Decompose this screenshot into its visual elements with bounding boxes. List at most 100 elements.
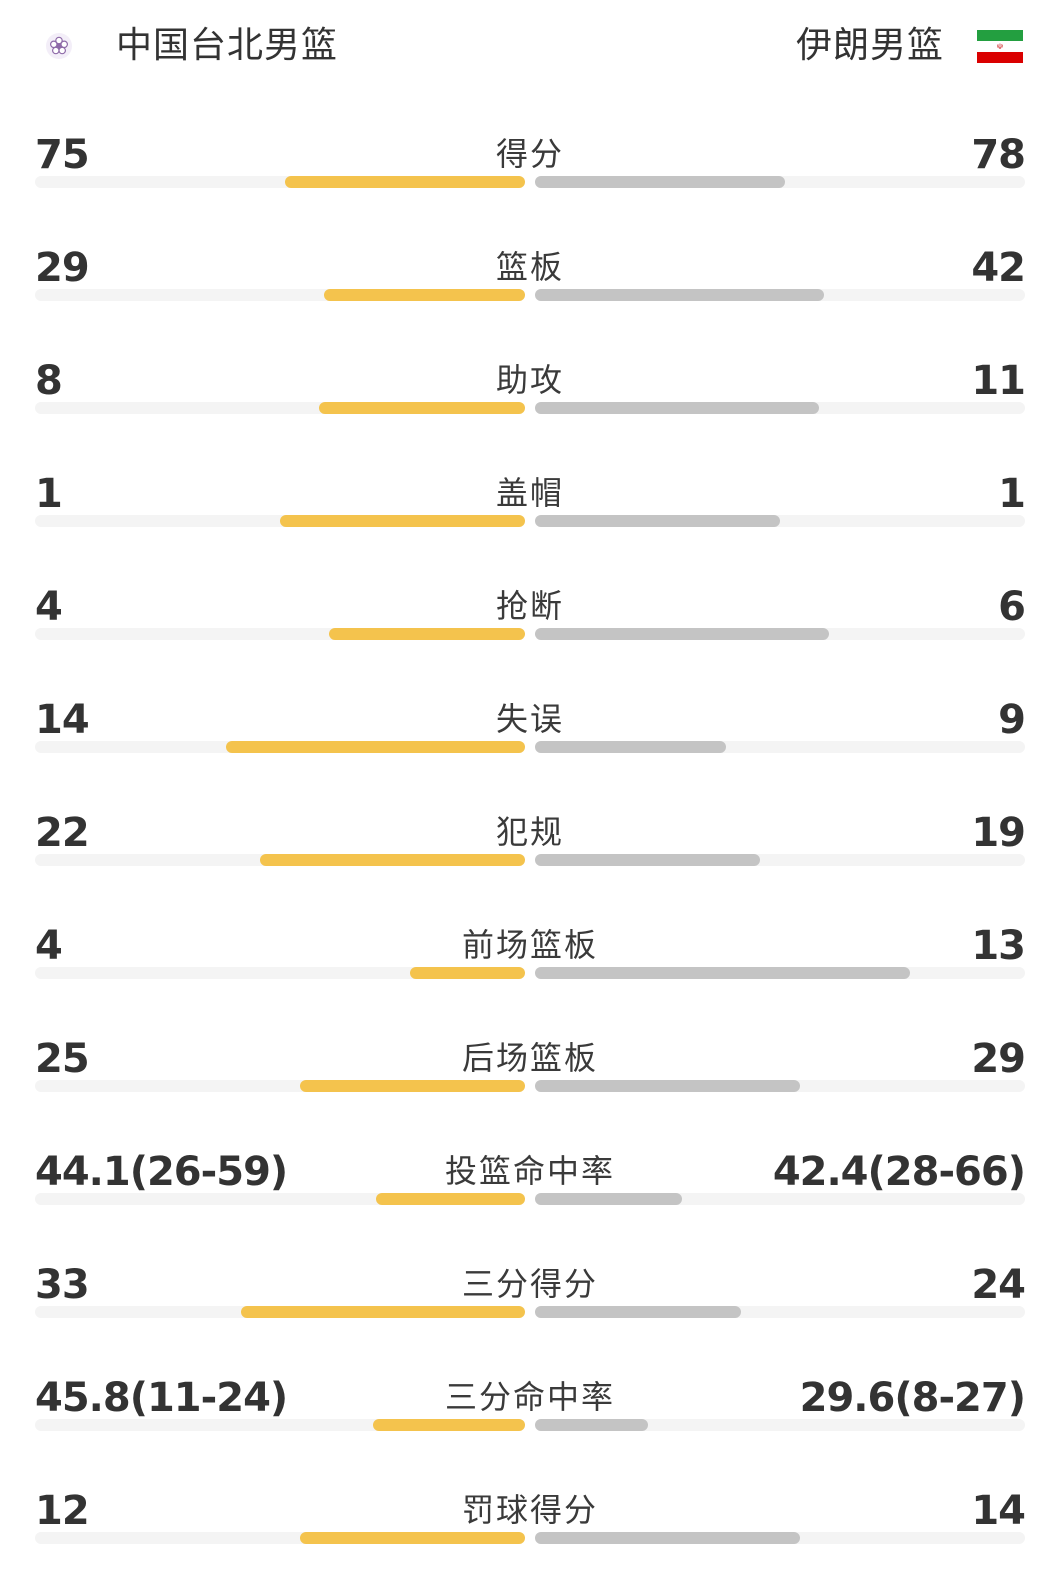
stat-row: 4 抢断 6 [0,564,1044,677]
stat-right-bar [535,289,824,301]
stat-label: 犯规 [495,813,565,851]
stat-left-value: 22 [35,810,90,856]
stat-label: 前场篮板 [461,926,599,964]
stat-right-value: 11 [971,358,1026,404]
stat-label: 三分命中率 [444,1378,616,1416]
stat-right-bar [535,1306,741,1318]
stat-left-track [35,1306,525,1318]
stat-row: 33 三分得分 24 [0,1242,1044,1355]
stat-left-bar [300,1080,525,1092]
stat-right-value: 6 [998,584,1026,630]
stat-right-track [535,515,1025,527]
stat-left-value: 44.1(26-59) [35,1149,288,1195]
stat-right-bar [535,1419,648,1431]
stat-right-value: 24 [971,1262,1026,1308]
stat-left-bar [319,402,525,414]
stat-label: 盖帽 [495,474,565,512]
stat-label: 抢断 [495,587,565,625]
stat-left-value: 4 [35,584,63,630]
stat-right-bar [535,402,819,414]
stat-right-bar [535,176,785,188]
stat-row: 4 前场篮板 13 [0,903,1044,1016]
stat-right-track [535,741,1025,753]
stat-right-track [535,628,1025,640]
stat-left-track [35,1080,525,1092]
stat-left-bar [410,967,525,979]
stat-label: 得分 [495,135,565,173]
stat-left-track [35,1419,525,1431]
stat-right-track [535,1419,1025,1431]
stat-right-value: 42.4(28-66) [772,1149,1026,1195]
stat-row: 12 罚球得分 14 [0,1468,1044,1581]
stat-right-track [535,967,1025,979]
stat-left-track [35,741,525,753]
stat-label: 三分得分 [461,1265,599,1303]
stat-left-bar [280,515,525,527]
stat-right-value: 14 [971,1488,1026,1534]
stat-left-track [35,967,525,979]
stat-right-bar [535,741,726,753]
stat-label: 助攻 [495,361,565,399]
stat-left-value: 8 [35,358,63,404]
stat-right-track [535,1193,1025,1205]
stat-right-track [535,1306,1025,1318]
stat-label: 罚球得分 [461,1491,599,1529]
stat-left-track [35,176,525,188]
stat-left-track [35,289,525,301]
stat-label: 失误 [495,700,565,738]
stat-left-bar [376,1193,525,1205]
stat-left-track [35,854,525,866]
stat-left-value: 75 [35,132,90,178]
stat-right-value: 29 [971,1036,1026,1082]
stat-right-bar [535,1532,800,1544]
stat-left-track [35,402,525,414]
stat-left-bar [329,628,525,640]
stat-label: 篮板 [495,248,565,286]
stat-left-value: 12 [35,1488,90,1534]
stat-right-track [535,402,1025,414]
stat-row: 1 盖帽 1 [0,451,1044,564]
stat-right-bar [535,628,829,640]
stat-row: 44.1(26-59) 投篮命中率 42.4(28-66) [0,1129,1044,1242]
stat-left-bar [285,176,525,188]
stat-left-value: 45.8(11-24) [35,1375,288,1421]
stat-row: 25 后场篮板 29 [0,1016,1044,1129]
stat-right-track [535,854,1025,866]
stat-left-bar [260,854,525,866]
team-right-name: 伊朗男篮 [795,25,944,66]
stat-right-track [535,176,1025,188]
stat-row: 29 篮板 42 [0,225,1044,338]
stat-right-bar [535,967,910,979]
stat-right-bar [535,854,760,866]
stat-left-track [35,1193,525,1205]
iran-flag-icon: ☫ [977,30,1023,63]
stat-left-bar [324,289,525,301]
stat-right-value: 19 [971,810,1026,856]
stat-left-value: 25 [35,1036,90,1082]
stat-right-value: 78 [971,132,1026,178]
stat-right-bar [535,1193,682,1205]
stat-left-track [35,628,525,640]
stat-left-track [35,1532,525,1544]
stat-right-track [535,1532,1025,1544]
stat-left-value: 14 [35,697,90,743]
stat-right-value: 42 [971,245,1026,291]
plum-blossom-emblem-icon [46,33,72,59]
stat-left-value: 29 [35,245,90,291]
stat-left-bar [226,741,525,753]
stat-left-bar [300,1532,525,1544]
stat-row: 8 助攻 11 [0,338,1044,451]
stat-left-track [35,515,525,527]
stat-label: 后场篮板 [461,1039,599,1077]
stat-right-track [535,289,1025,301]
stat-right-value: 29.6(8-27) [799,1375,1026,1421]
stat-row: 45.8(11-24) 三分命中率 29.6(8-27) [0,1355,1044,1468]
stat-row: 14 失误 9 [0,677,1044,790]
stat-row: 22 犯规 19 [0,790,1044,903]
stat-right-value: 1 [998,471,1026,517]
stat-label: 投篮命中率 [444,1152,616,1190]
stat-left-value: 4 [35,923,63,969]
stat-right-value: 9 [998,697,1026,743]
team-left-name: 中国台北男篮 [116,25,339,66]
match-header: 中国台北男篮 伊朗男篮 ☫ [0,0,1044,96]
